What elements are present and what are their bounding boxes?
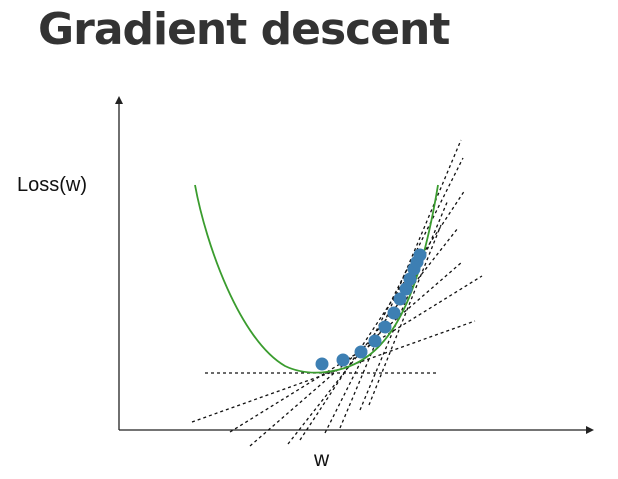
descent-point-4 [368,334,382,348]
y-axis-label: Loss(w) [17,174,88,196]
descent-points [315,248,427,371]
tangent-line-8 [359,199,449,411]
descent-point-8 [399,282,413,296]
descent-point-7 [393,292,407,306]
descent-point-12 [413,248,427,262]
descent-point-9 [403,272,417,286]
descent-point-3 [354,345,368,359]
tangent-line-6 [324,157,464,434]
descent-point-6 [387,306,401,320]
descent-point-2 [336,353,350,367]
loss-curve [194,184,439,374]
x-axis-label: w [314,448,330,471]
descent-point-5 [378,320,392,334]
tangent-line-5 [299,189,466,441]
tangent-line-4 [287,227,459,445]
slide-title: Gradient descent [38,4,450,55]
descent-point-1 [315,357,329,371]
tangent-line-9 [368,224,442,406]
tangent-line-2 [229,275,483,433]
tangent-line-7 [339,139,462,429]
